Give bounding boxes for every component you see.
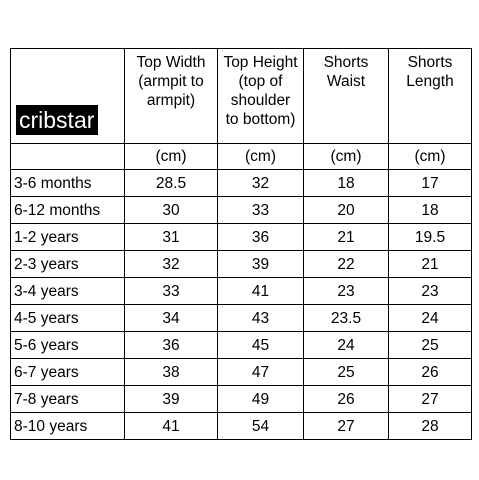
measurement-cell: 45 <box>217 331 304 359</box>
header-line: Waist <box>326 73 366 90</box>
size-label-cell: 4-5 years <box>10 304 125 332</box>
header-line: to bottom) <box>225 111 296 128</box>
measurement-cell: 23 <box>388 277 472 305</box>
measurement-cell: 39 <box>124 385 218 413</box>
header-row: cribstar Top Width (armpit to armpit) To… <box>10 48 472 144</box>
table-row: 3-6 months 28.5 32 18 17 <box>10 169 472 197</box>
measurement-cell: 25 <box>388 331 472 359</box>
size-label-cell: 5-6 years <box>10 331 125 359</box>
measurement-cell: 41 <box>217 277 304 305</box>
measurement-cell: 23.5 <box>303 304 389 332</box>
size-label-cell: 8-10 years <box>10 412 125 440</box>
table-row: 6-7 years 38 47 25 26 <box>10 358 472 386</box>
measurement-cell: 43 <box>217 304 304 332</box>
header-top-height: Top Height (top of shoulder to bottom) <box>217 48 304 144</box>
unit-row: (cm) (cm) (cm) (cm) <box>10 143 472 170</box>
size-label-cell: 1-2 years <box>10 223 125 251</box>
size-label-cell: 7-8 years <box>10 385 125 413</box>
size-chart-table: cribstar Top Width (armpit to armpit) To… <box>10 48 472 440</box>
measurement-cell: 21 <box>388 250 472 278</box>
size-label-cell: 3-6 months <box>10 169 125 197</box>
measurement-cell: 18 <box>303 169 389 197</box>
measurement-cell: 27 <box>388 385 472 413</box>
measurement-cell: 19.5 <box>388 223 472 251</box>
table-row: 6-12 months 30 33 20 18 <box>10 196 472 224</box>
unit-empty-cell <box>10 143 125 170</box>
measurement-cell: 36 <box>217 223 304 251</box>
unit-cell: (cm) <box>217 143 304 170</box>
measurement-cell: 17 <box>388 169 472 197</box>
header-line: armpit) <box>146 92 196 109</box>
unit-cell: (cm) <box>388 143 472 170</box>
measurement-cell: 32 <box>217 169 304 197</box>
measurement-cell: 27 <box>303 412 389 440</box>
size-rows: 3-6 months 28.5 32 18 17 6-12 months 30 33 20 18 1… <box>10 169 472 440</box>
measurement-cell: 38 <box>124 358 218 386</box>
table-row: 1-2 years 31 36 21 19.5 <box>10 223 472 251</box>
table-row: 7-8 years 39 49 26 27 <box>10 385 472 413</box>
table-row: 2-3 years 32 39 22 21 <box>10 250 472 278</box>
header-line: Top Width <box>136 54 206 71</box>
measurement-cell: 26 <box>388 358 472 386</box>
measurement-cell: 33 <box>217 196 304 224</box>
table-row: 3-4 years 33 41 23 23 <box>10 277 472 305</box>
measurement-cell: 21 <box>303 223 389 251</box>
measurement-cell: 39 <box>217 250 304 278</box>
measurement-cell: 22 <box>303 250 389 278</box>
measurement-cell: 18 <box>388 196 472 224</box>
measurement-cell: 23 <box>303 277 389 305</box>
table-row: 8-10 years 41 54 27 28 <box>10 412 472 440</box>
measurement-cell: 30 <box>124 196 218 224</box>
measurement-cell: 47 <box>217 358 304 386</box>
unit-cell: (cm) <box>303 143 389 170</box>
measurement-cell: 49 <box>217 385 304 413</box>
size-label-cell: 6-7 years <box>10 358 125 386</box>
brand-logo: cribstar <box>16 105 99 135</box>
header-line: Shorts <box>407 54 453 71</box>
header-line: Shorts <box>323 54 369 71</box>
measurement-cell: 28 <box>388 412 472 440</box>
logo-cell: cribstar <box>10 48 125 144</box>
unit-cell: (cm) <box>124 143 218 170</box>
measurement-cell: 31 <box>124 223 218 251</box>
size-label-cell: 3-4 years <box>10 277 125 305</box>
header-shorts-length: Shorts Length <box>388 48 472 144</box>
measurement-cell: 26 <box>303 385 389 413</box>
measurement-cell: 34 <box>124 304 218 332</box>
measurement-cell: 33 <box>124 277 218 305</box>
measurement-cell: 32 <box>124 250 218 278</box>
measurement-cell: 28.5 <box>124 169 218 197</box>
table-row: 4-5 years 34 43 23.5 24 <box>10 304 472 332</box>
measurement-cell: 24 <box>388 304 472 332</box>
table-row: 5-6 years 36 45 24 25 <box>10 331 472 359</box>
header-line: (armpit to <box>138 73 204 90</box>
header-line: Length <box>406 73 454 90</box>
measurement-cell: 54 <box>217 412 304 440</box>
measurement-cell: 24 <box>303 331 389 359</box>
size-label-cell: 2-3 years <box>10 250 125 278</box>
header-top-width: Top Width (armpit to armpit) <box>124 48 218 144</box>
header-line: Top Height <box>223 54 298 71</box>
header-shorts-waist: Shorts Waist <box>303 48 389 144</box>
measurement-cell: 36 <box>124 331 218 359</box>
header-line: (top of <box>238 73 283 90</box>
header-line: shoulder <box>230 92 291 109</box>
measurement-cell: 25 <box>303 358 389 386</box>
measurement-cell: 41 <box>124 412 218 440</box>
size-label-cell: 6-12 months <box>10 196 125 224</box>
measurement-cell: 20 <box>303 196 389 224</box>
